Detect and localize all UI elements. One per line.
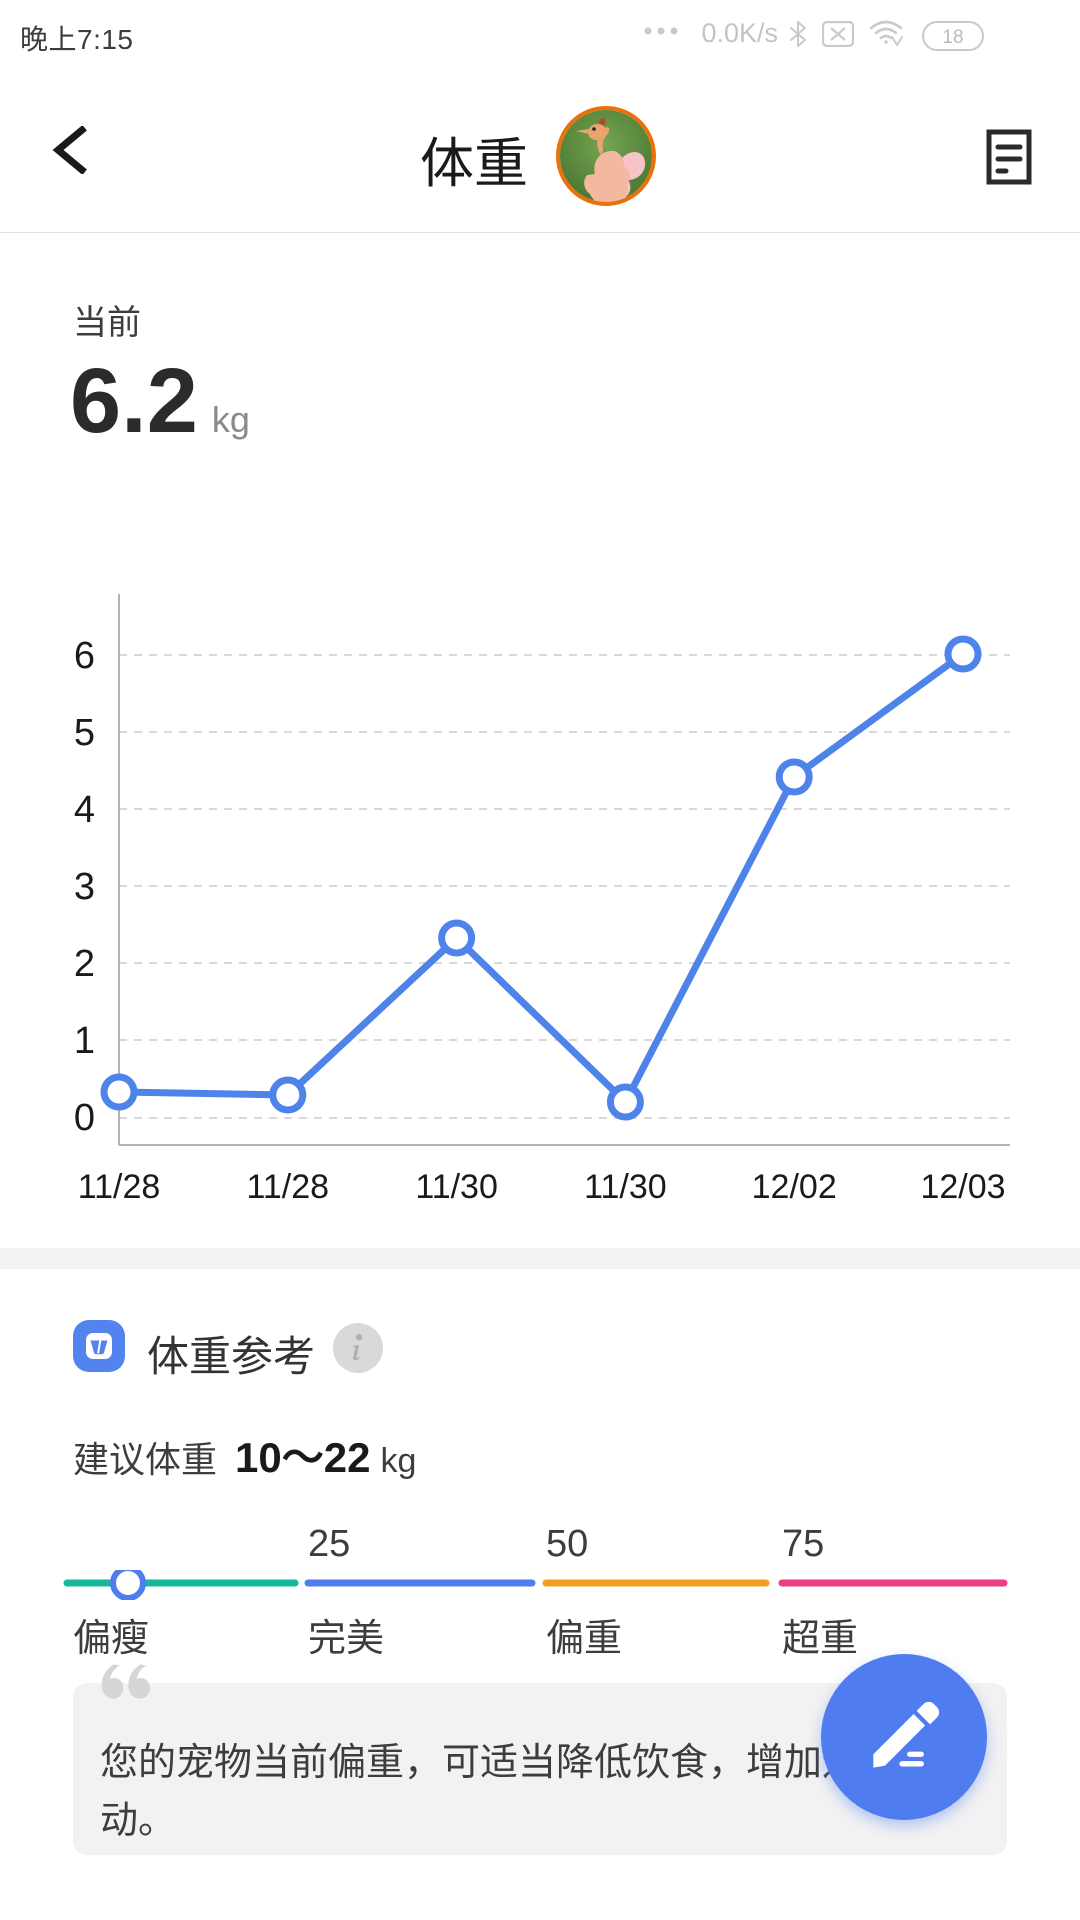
svg-text:5: 5	[74, 712, 95, 754]
svg-text:4: 4	[74, 789, 95, 831]
svg-text:12/03: 12/03	[920, 1168, 1005, 1206]
svg-text:12/02: 12/02	[752, 1168, 837, 1206]
svg-text:2: 2	[74, 943, 95, 985]
svg-text:11/28: 11/28	[78, 1168, 161, 1206]
svg-text:11/30: 11/30	[584, 1168, 667, 1206]
svg-text:1: 1	[74, 1020, 95, 1062]
svg-text:11/28: 11/28	[247, 1168, 330, 1206]
svg-text:11/30: 11/30	[415, 1168, 498, 1206]
svg-text:3: 3	[74, 866, 95, 908]
svg-text:0: 0	[74, 1097, 95, 1139]
svg-text:6: 6	[74, 635, 95, 677]
